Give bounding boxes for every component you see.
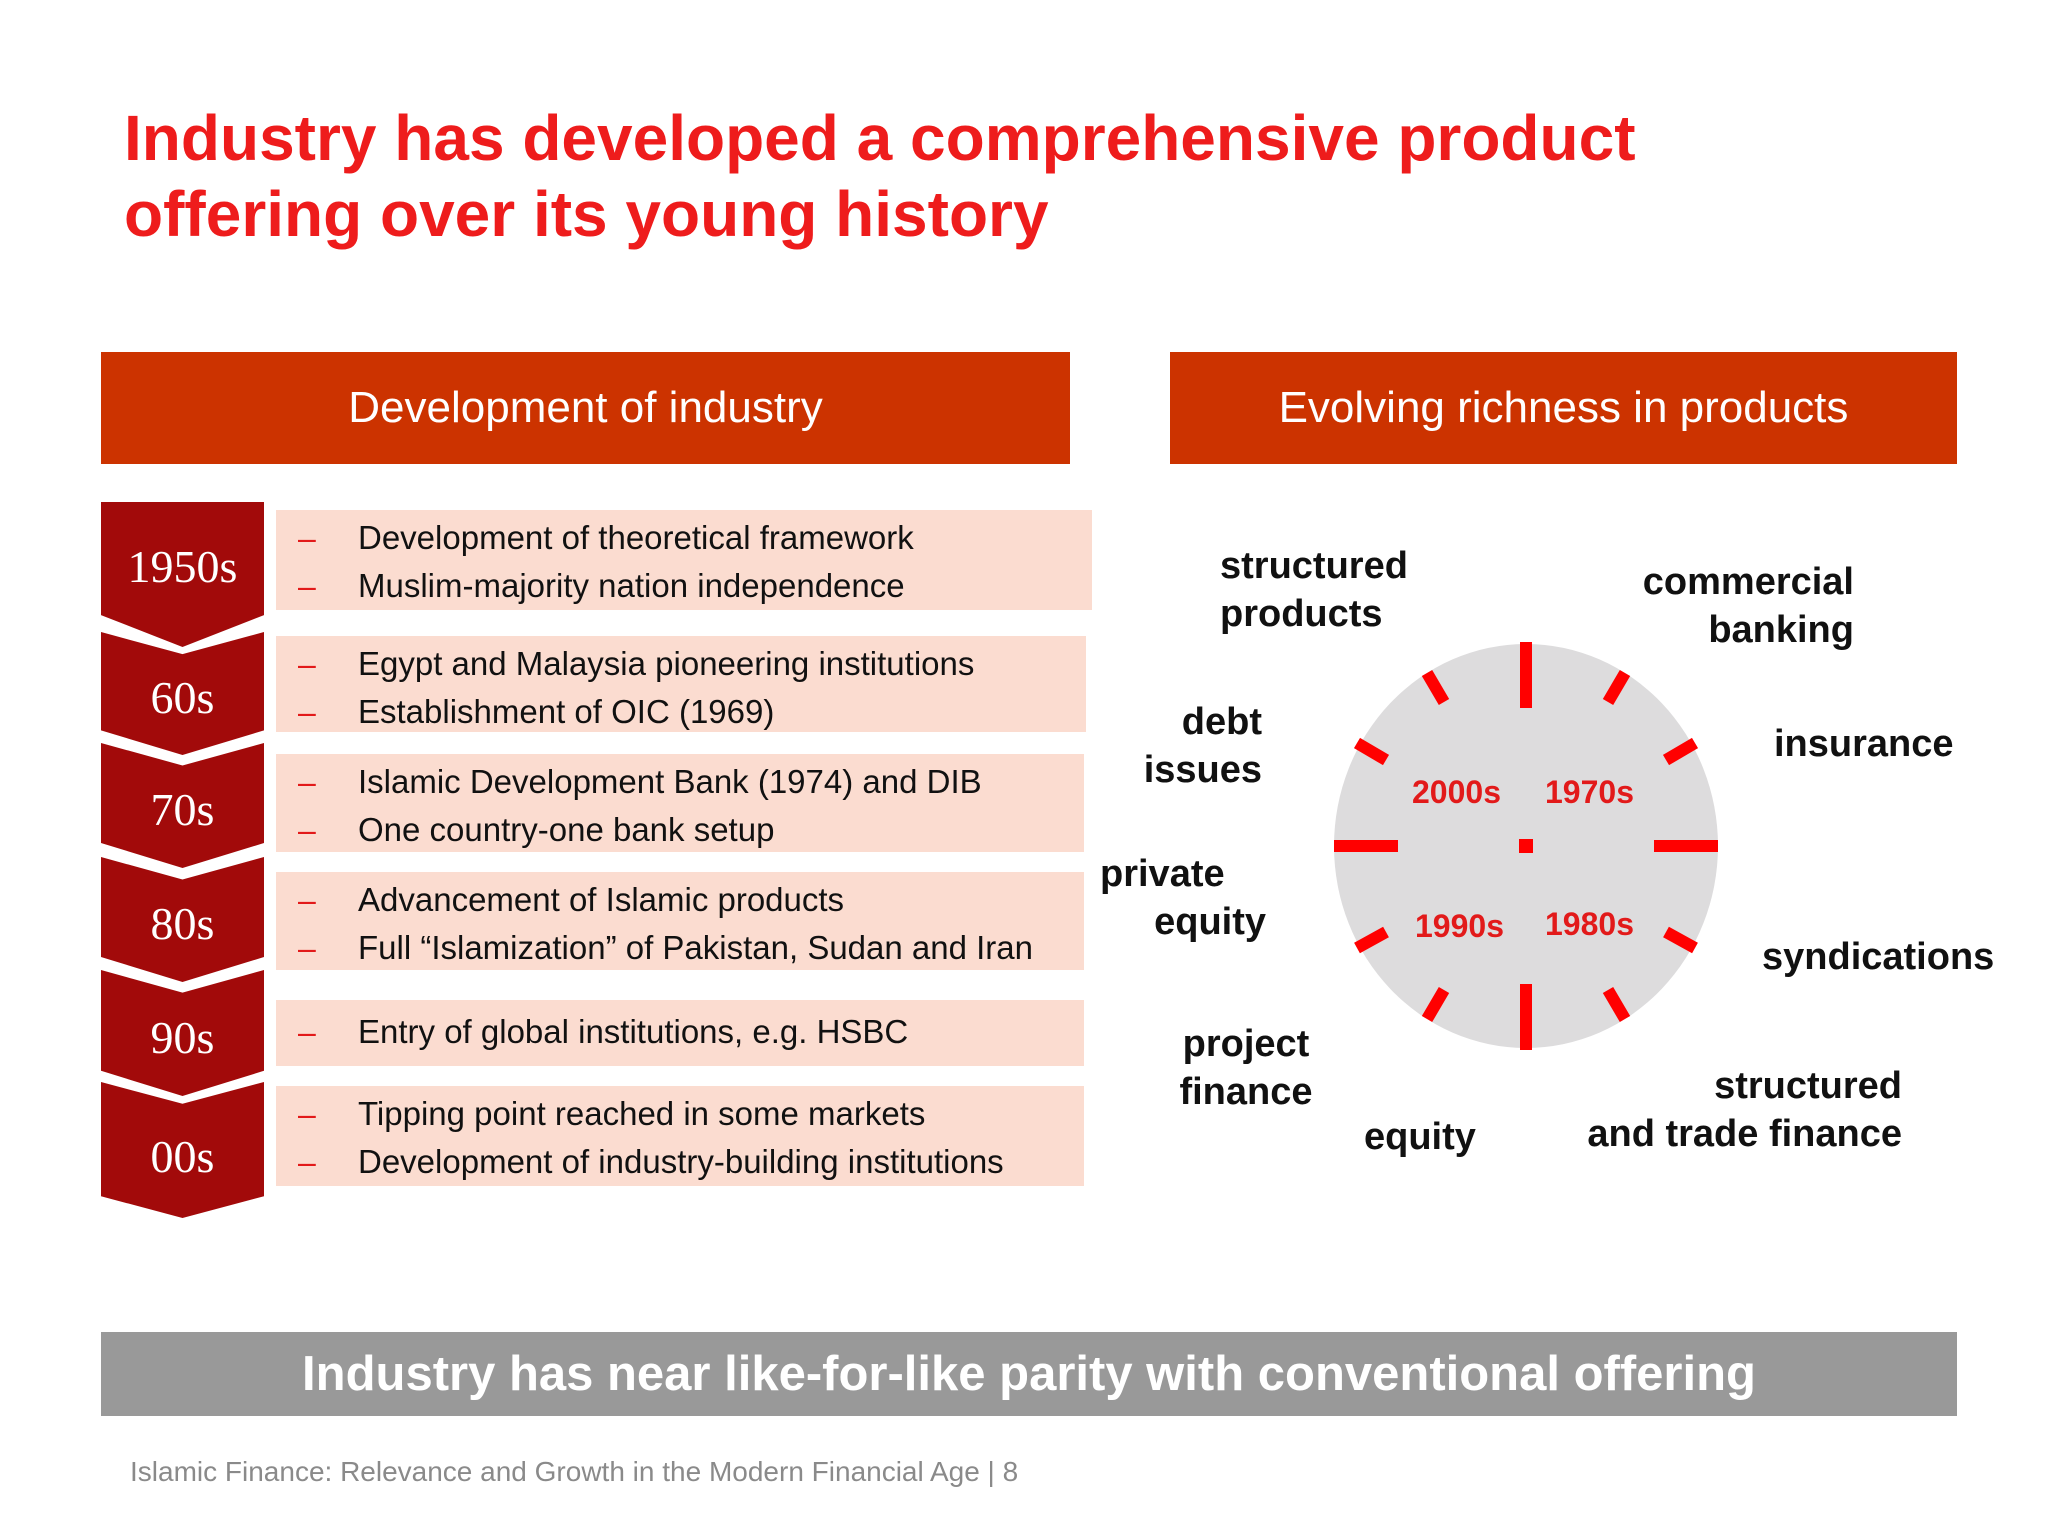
conclusion-banner: Industry has near like-for-like parity w… xyxy=(101,1332,1957,1416)
dash-icon: – xyxy=(298,693,316,730)
period-label: 00s xyxy=(150,1130,215,1182)
product-clock-diagram xyxy=(1334,642,1718,1050)
dash-icon: – xyxy=(298,929,316,966)
dash-icon: – xyxy=(298,881,316,918)
decade-1990s: 1990s xyxy=(1415,908,1504,944)
dash-icon: – xyxy=(298,1143,316,1180)
slide-title: Industry has developed a comprehensive p… xyxy=(124,100,1924,252)
clock-tick-8 xyxy=(1354,926,1389,954)
product-syndications: syndications xyxy=(1762,936,1995,978)
clock-tick-10 xyxy=(1353,737,1390,766)
period-chevron-80s: 80s xyxy=(101,857,264,982)
period-label: 60s xyxy=(150,672,215,723)
product-structured-trade-finance: structured and trade finance xyxy=(1587,1065,1902,1155)
clock-tick-1 xyxy=(1602,669,1631,706)
bullet-item: – Egypt and Malaysia pioneering instituti… xyxy=(276,640,1086,688)
product-commercial-banking: commercial banking xyxy=(1642,561,1854,651)
bullet-item: – One country-one bank setup xyxy=(276,806,1084,854)
timeline-row-70s: – Islamic Development Bank (1974) and DIB… xyxy=(276,754,1084,852)
bullet-item: – Establishment of OIC (1969) xyxy=(276,688,1086,736)
clock-tick-4 xyxy=(1663,926,1698,954)
period-chevron-70s: 70s xyxy=(101,743,264,868)
clock-tick-5 xyxy=(1602,986,1631,1023)
dash-icon: – xyxy=(298,763,316,800)
slide-footnote: Islamic Finance: Relevance and Growth in… xyxy=(130,1456,1019,1487)
period-label: 70s xyxy=(150,784,215,835)
product-equity: equity xyxy=(1364,1116,1476,1158)
period-chevron-60s: 60s xyxy=(101,632,264,755)
dash-icon: – xyxy=(298,567,316,604)
bullet-item: – Islamic Development Bank (1974) and DIB xyxy=(276,758,1084,806)
decade-1980s: 1980s xyxy=(1545,906,1634,942)
period-label: 1950s xyxy=(127,541,238,592)
product-project-finance: project finance xyxy=(1179,1023,1313,1113)
period-chevron-90s: 90s xyxy=(101,970,264,1096)
product-private-equity: private equity xyxy=(1100,853,1266,943)
decade-1970s: 1970s xyxy=(1545,774,1634,810)
dash-icon: – xyxy=(298,645,316,682)
timeline-row-80s: – Advancement of Islamic products – Full “… xyxy=(276,872,1084,970)
slide-title-line-1: Industry has developed a comprehensive p… xyxy=(124,102,1636,174)
dash-icon: – xyxy=(298,1013,316,1050)
product-insurance: insurance xyxy=(1774,723,1954,765)
product-debt-issues: debt issues xyxy=(1143,701,1262,791)
products-header: Evolving richness in products xyxy=(1170,352,1957,464)
period-label: 80s xyxy=(150,898,215,949)
product-structured-products: structured products xyxy=(1220,545,1408,635)
bullet-item: – Advancement of Islamic products xyxy=(276,876,1084,924)
clock-tick-11 xyxy=(1421,669,1450,706)
decade-2000s: 2000s xyxy=(1412,774,1501,810)
bullet-item: – Muslim-majority nation independence xyxy=(276,562,1092,610)
development-header: Development of industry xyxy=(101,352,1070,464)
bullet-item: – Full “Islamization” of Pakistan, Sudan … xyxy=(276,924,1084,972)
clock-tick-7 xyxy=(1421,986,1450,1023)
timeline-row-60s: – Egypt and Malaysia pioneering instituti… xyxy=(276,636,1086,732)
bullet-item: – Tipping point reached in some markets xyxy=(276,1090,1084,1138)
timeline-row-1950s: – Development of theoretical framework – M… xyxy=(276,510,1092,610)
clock-tick-2 xyxy=(1662,737,1699,766)
bullet-item: – Entry of global institutions, e.g. HSBC xyxy=(276,1008,1084,1056)
bullet-item: – Development of theoretical framework xyxy=(276,514,1092,562)
slide-title-line-2: offering over its young history xyxy=(124,178,1049,250)
period-chevron-1950s: 1950s xyxy=(101,502,264,647)
period-label: 90s xyxy=(150,1011,215,1063)
dash-icon: – xyxy=(298,811,316,848)
timeline-row-90s: – Entry of global institutions, e.g. HSBC xyxy=(276,1000,1084,1066)
timeline-row-00s: – Tipping point reached in some markets –… xyxy=(276,1086,1084,1186)
dash-icon: – xyxy=(298,1095,316,1132)
period-chevron-00s: 00s xyxy=(101,1082,264,1218)
clock-center-dot xyxy=(1519,839,1533,853)
dash-icon: – xyxy=(298,519,316,556)
bullet-item: – Development of industry-building instit… xyxy=(276,1138,1084,1186)
